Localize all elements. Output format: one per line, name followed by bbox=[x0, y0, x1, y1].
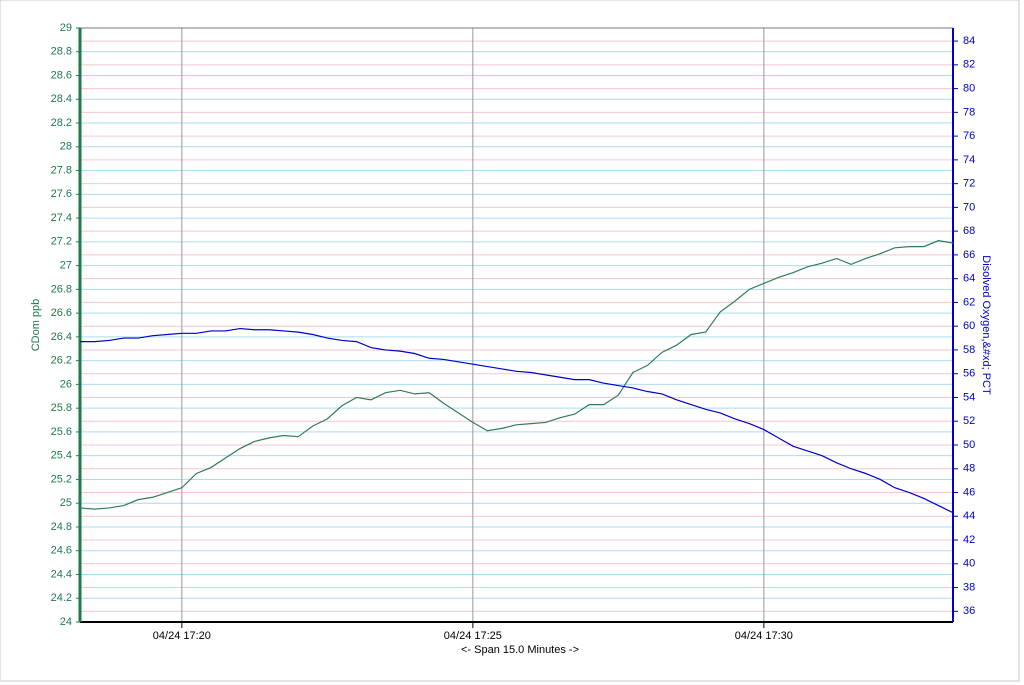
y-tick-label: 25.2 bbox=[51, 473, 72, 485]
x-axis-label: <- Span 15.0 Minutes -> bbox=[461, 644, 579, 656]
y-tick-label: 24.8 bbox=[51, 521, 72, 533]
y2-tick-label: 74 bbox=[963, 154, 975, 166]
y-axis-label: CDom ppb bbox=[30, 299, 42, 352]
y2-tick-label: 56 bbox=[963, 368, 975, 380]
y2-tick-label: 66 bbox=[963, 249, 975, 261]
series-line bbox=[79, 240, 954, 510]
y2-tick-label: 78 bbox=[963, 106, 975, 118]
y-tick-label: 26.6 bbox=[51, 307, 72, 319]
y2-tick-label: 54 bbox=[963, 391, 975, 403]
y2-tick-label: 68 bbox=[963, 225, 975, 237]
y-tick-label: 25 bbox=[60, 497, 72, 509]
y-tick-label: 27.2 bbox=[51, 236, 72, 248]
y-tick-label: 28.2 bbox=[51, 117, 72, 129]
y2-tick-label: 64 bbox=[963, 273, 975, 285]
y-tick-label: 28.8 bbox=[51, 46, 72, 58]
y2-tick-label: 72 bbox=[963, 178, 975, 190]
y2-tick-label: 48 bbox=[963, 463, 975, 475]
y2-tick-label: 38 bbox=[963, 581, 975, 593]
y-tick-label: 26.8 bbox=[51, 283, 72, 295]
y-tick-label: 27 bbox=[60, 260, 72, 272]
series-line bbox=[80, 327, 954, 514]
x-tick-label: 04/24 17:30 bbox=[735, 630, 793, 642]
y2-tick-label: 70 bbox=[963, 201, 975, 213]
y-tick-label: 28 bbox=[60, 141, 72, 153]
y2-tick-label: 60 bbox=[963, 320, 975, 332]
y2-tick-label: 36 bbox=[963, 605, 975, 617]
y-tick-label: 26.2 bbox=[51, 355, 72, 367]
y-tick-label: 25.8 bbox=[51, 402, 72, 414]
y2-tick-label: 52 bbox=[963, 415, 975, 427]
y-tick-label: 27.8 bbox=[51, 164, 72, 176]
x-tick-label: 04/24 17:25 bbox=[444, 630, 502, 642]
y2-tick-label: 50 bbox=[963, 439, 975, 451]
y-tick-label: 24.2 bbox=[51, 592, 72, 604]
y2-tick-label: 76 bbox=[963, 130, 975, 142]
y-tick-label: 29 bbox=[60, 22, 72, 34]
y2-axis-label: Disolved Oxygen,&#xd; PCT bbox=[980, 255, 992, 395]
y2-tick-label: 58 bbox=[963, 344, 975, 356]
y-tick-label: 25.6 bbox=[51, 426, 72, 438]
y-tick-label: 28.6 bbox=[51, 69, 72, 81]
y2-tick-label: 80 bbox=[963, 82, 975, 94]
y2-tick-label: 42 bbox=[963, 534, 975, 546]
y2-tick-label: 82 bbox=[963, 59, 975, 71]
y2-tick-label: 62 bbox=[963, 296, 975, 308]
y-tick-label: 25.4 bbox=[51, 450, 72, 462]
y-tick-label: 26.4 bbox=[51, 331, 72, 343]
y-tick-label: 24.4 bbox=[51, 568, 72, 580]
y-tick-label: 27.6 bbox=[51, 188, 72, 200]
y2-tick-label: 84 bbox=[963, 35, 975, 47]
y-tick-label: 27.4 bbox=[51, 212, 72, 224]
y-tick-label: 26 bbox=[60, 378, 72, 390]
y-tick-label: 24.6 bbox=[51, 545, 72, 557]
y-tick-label: 28.4 bbox=[51, 93, 72, 105]
y2-tick-label: 44 bbox=[963, 510, 975, 522]
x-tick-label: 04/24 17:20 bbox=[153, 630, 211, 642]
y-tick-label: 24 bbox=[60, 616, 72, 628]
y2-tick-label: 40 bbox=[963, 558, 975, 570]
y2-tick-label: 46 bbox=[963, 486, 975, 498]
